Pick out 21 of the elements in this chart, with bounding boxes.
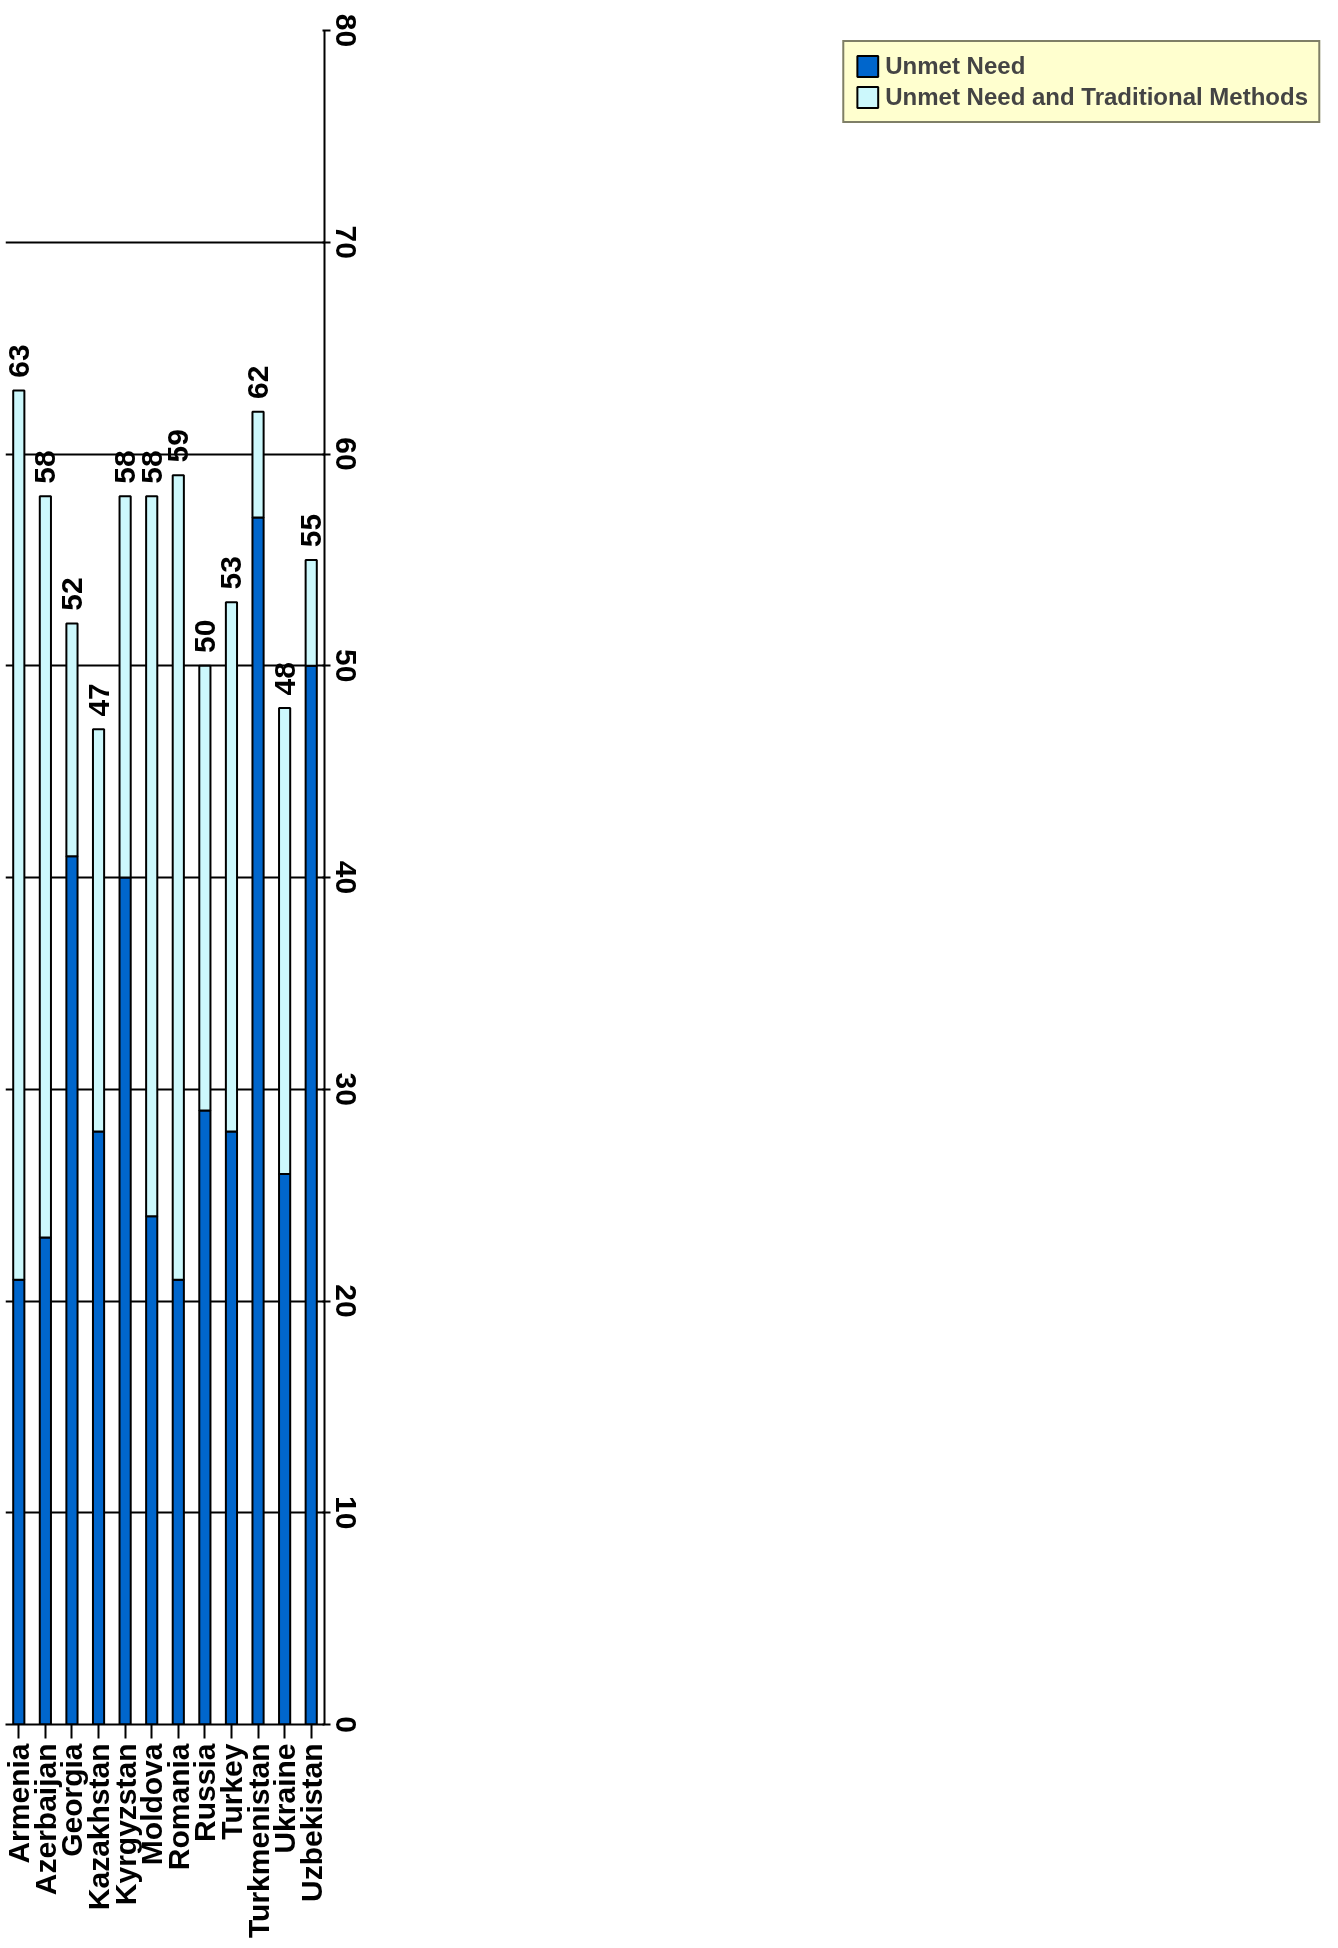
total-label: 48	[267, 662, 301, 696]
y-tick-label: 40	[329, 860, 363, 895]
y-tick-label: 0	[329, 1716, 363, 1733]
total-label: 58	[28, 450, 62, 484]
total-label: 47	[81, 683, 115, 717]
y-tick-label: 30	[329, 1072, 363, 1106]
legend-label: Unmet Need and Traditional Methods	[885, 83, 1308, 111]
total-label: 53	[214, 556, 248, 590]
legend-label: Unmet Need	[885, 52, 1026, 80]
total-label: 62	[241, 365, 275, 399]
y-tick-label: 80	[329, 13, 363, 48]
y-tick-label: 20	[329, 1284, 363, 1318]
y-tick-label: 60	[329, 437, 363, 471]
y-tick-label: 50	[329, 649, 363, 683]
y-tick-label: 10	[329, 1496, 363, 1530]
total-label: 52	[54, 577, 88, 611]
y-tick-label: 70	[329, 225, 363, 259]
total-label: 55	[294, 513, 328, 548]
total-label: 63	[1, 344, 35, 378]
x-tick-label: Uzbekistan	[294, 1743, 328, 1902]
total-label: 50	[187, 619, 221, 654]
